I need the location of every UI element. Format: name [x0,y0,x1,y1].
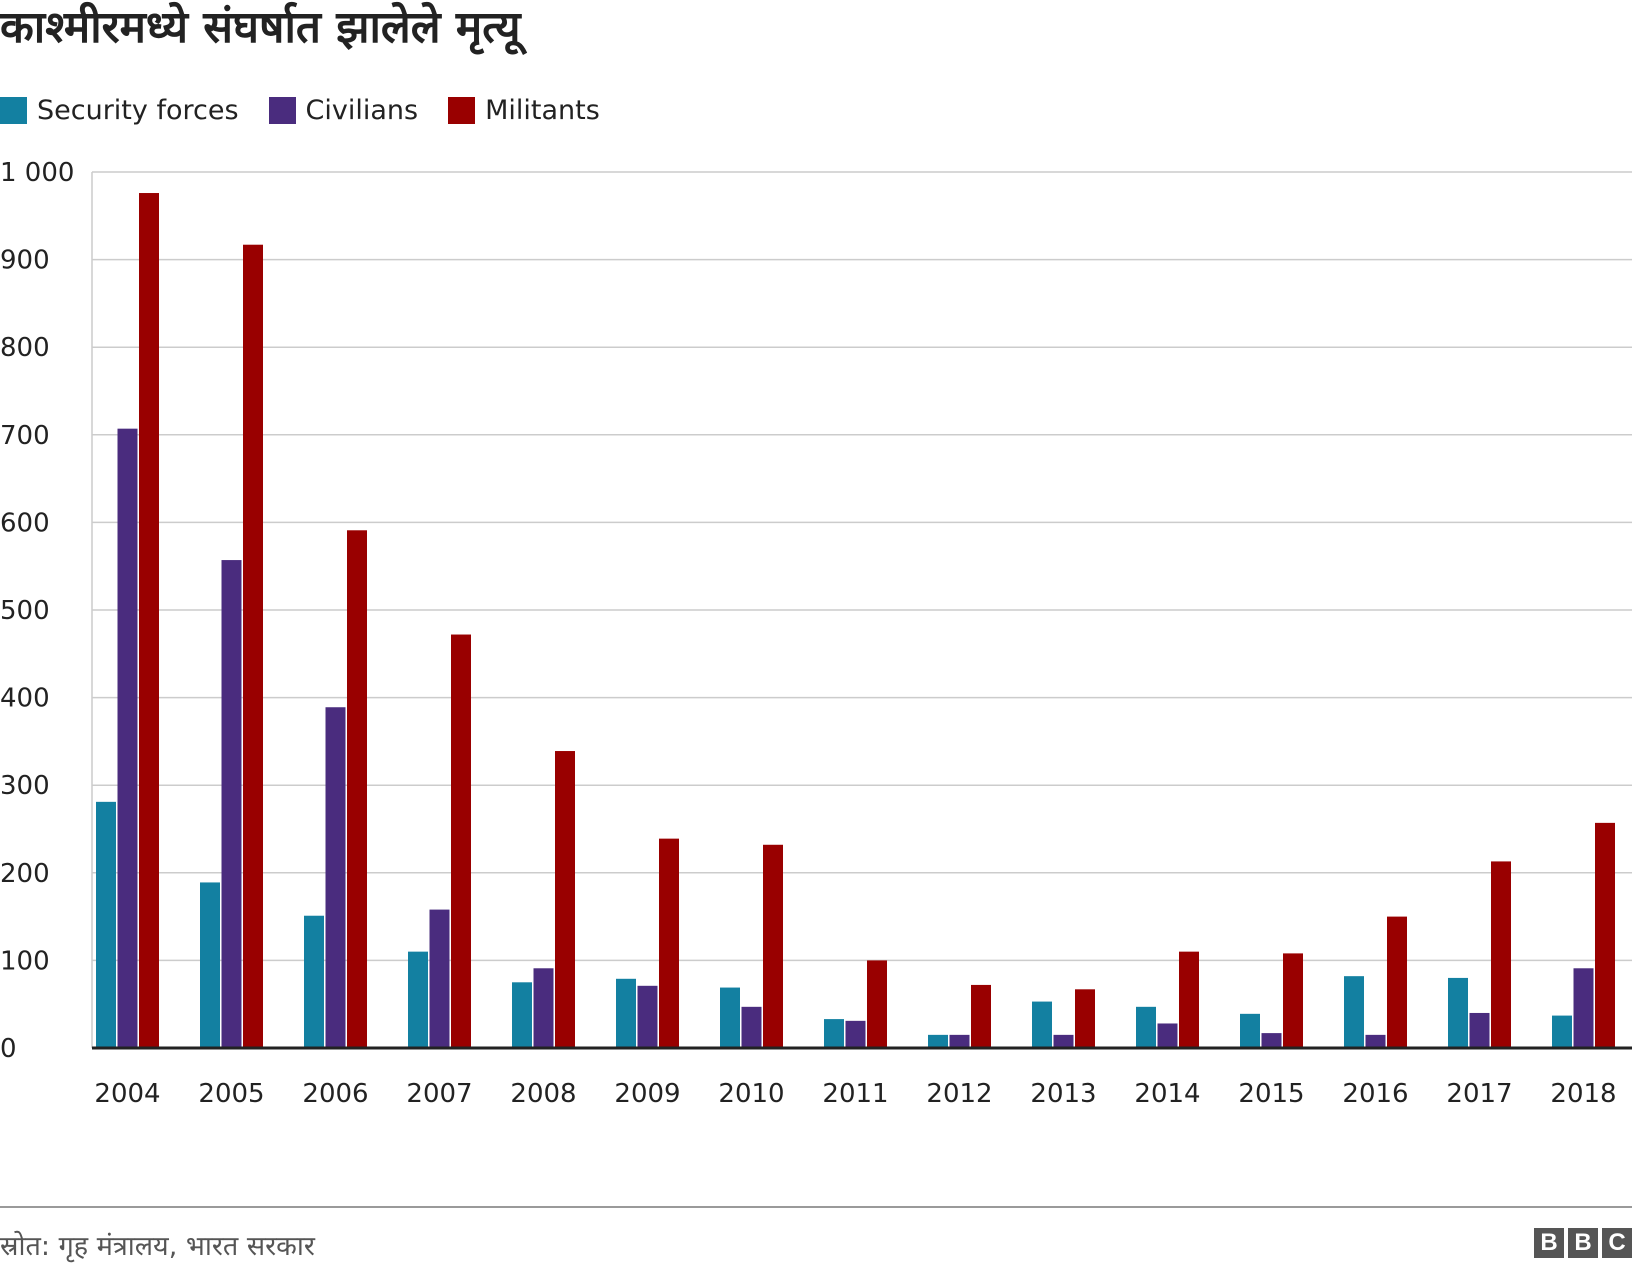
x-tick-label: 2004 [94,1079,160,1109]
bar-militants-2012[interactable] [971,984,991,1048]
bar-security-forces-2013[interactable] [1032,1001,1052,1048]
x-tick-label: 2012 [926,1079,992,1109]
bar-militants-2009[interactable] [659,838,679,1048]
y-tick-label: 0 [0,1034,17,1064]
bar-civilians-2006[interactable] [325,707,346,1048]
y-tick-label: 700 [0,421,50,451]
bar-militants-2007[interactable] [451,634,471,1048]
bar-security-forces-2011[interactable] [824,1019,844,1048]
bar-militants-2006[interactable] [347,530,367,1048]
bar-militants-2010[interactable] [763,844,783,1048]
y-tick-label: 300 [0,771,50,801]
bar-security-forces-2009[interactable] [616,978,636,1048]
bar-militants-2004[interactable] [139,193,159,1049]
legend-swatch-militants [448,96,476,124]
x-axis-ticks: 2004 2005 2006 2007 2008 2009 2010 2011 2012 2013… [94,1079,1616,1109]
legend-label-civilians: Civilians [305,94,419,126]
bar-civilians-2010[interactable] [741,1006,762,1048]
chart-title: काश्मीरमध्ये संघर्षात झालेले मृत्यू [0,2,521,53]
bar-civilians-2014[interactable] [1157,1023,1178,1048]
bar-civilians-2017[interactable] [1469,1012,1490,1048]
bar-security-forces-2012[interactable] [928,1034,948,1048]
legend-swatch-civilians [268,96,296,124]
source-note: स्रोत: गृह मंत्रालय, भारत सरकार [0,1231,315,1262]
bar-militants-2017[interactable] [1491,861,1511,1048]
bar-security-forces-2004[interactable] [96,801,116,1048]
bar-militants-2005[interactable] [243,244,263,1048]
bar-security-forces-2006[interactable] [304,915,324,1048]
legend-label-militants: Militants [485,94,600,126]
bar-security-forces-2015[interactable] [1240,1013,1260,1048]
bar-civilians-2008[interactable] [533,968,554,1048]
x-tick-label: 2008 [510,1079,576,1109]
legend-swatch-security-forces [0,96,27,124]
y-tick-label: 1 000 [0,158,74,188]
y-tick-label: 200 [0,859,50,889]
legend-label-security-forces: Security forces [37,94,239,126]
bar-security-forces-2016[interactable] [1344,976,1364,1048]
y-tick-label: 500 [0,596,50,626]
x-tick-label: 2005 [198,1079,264,1109]
bar-civilians-2013[interactable] [1053,1034,1074,1048]
legend-item-militants[interactable]: Militants [448,95,600,126]
bbc-logo-letter: B [1568,1228,1598,1258]
x-tick-label: 2013 [1030,1079,1096,1109]
bar-militants-2018[interactable] [1595,822,1615,1048]
bbc-logo-letter: B [1534,1228,1564,1258]
y-tick-label: 600 [0,508,50,538]
legend: Security forces Civilians Militants [0,90,630,130]
bar-security-forces-2014[interactable] [1136,1006,1156,1048]
y-tick-label: 800 [0,333,50,363]
bar-security-forces-2017[interactable] [1448,977,1468,1048]
bar-security-forces-2007[interactable] [408,951,428,1048]
bar-security-forces-2010[interactable] [720,987,740,1048]
x-tick-label: 2018 [1550,1079,1616,1109]
x-tick-label: 2014 [1134,1079,1200,1109]
bar-civilians-2016[interactable] [1365,1034,1386,1048]
x-tick-label: 2009 [614,1079,680,1109]
bbc-logo-letter: C [1602,1228,1632,1258]
bar-civilians-2007[interactable] [429,909,450,1048]
x-tick-label: 2010 [718,1079,784,1109]
bar-civilians-2011[interactable] [845,1020,866,1048]
x-tick-label: 2006 [302,1079,368,1109]
bar-militants-2014[interactable] [1179,951,1199,1048]
legend-item-civilians[interactable]: Civilians [268,94,419,126]
bar-civilians-2012[interactable] [949,1034,970,1048]
x-tick-label: 2007 [406,1079,472,1109]
bar-security-forces-2008[interactable] [512,982,532,1048]
bars [96,193,1615,1049]
bar-civilians-2015[interactable] [1261,1033,1282,1048]
bar-militants-2015[interactable] [1283,953,1303,1048]
x-tick-label: 2016 [1342,1079,1408,1109]
x-tick-label: 2017 [1446,1079,1512,1109]
bar-security-forces-2018[interactable] [1552,1015,1572,1048]
x-tick-label: 2015 [1238,1079,1304,1109]
bar-civilians-2018[interactable] [1573,968,1594,1048]
x-tick-label: 2011 [822,1079,888,1109]
bar-civilians-2009[interactable] [637,985,658,1048]
y-axis-ticks: 0 100 200 300 400 500 600 700 800 900 1 000 [0,158,74,1064]
bar-militants-2013[interactable] [1075,989,1095,1048]
bar-civilians-2004[interactable] [117,428,138,1049]
bbc-logo: B B C [1530,1228,1632,1258]
y-tick-label: 900 [0,246,50,276]
bar-militants-2008[interactable] [555,751,575,1048]
y-tick-label: 400 [0,684,50,714]
bar-militants-2011[interactable] [867,960,887,1048]
bar-security-forces-2005[interactable] [200,882,220,1048]
y-tick-label: 100 [0,946,50,976]
bar-militants-2016[interactable] [1387,916,1407,1048]
footer-divider [0,1206,1632,1208]
legend-item-security-forces[interactable]: Security forces [0,95,239,126]
bar-civilians-2005[interactable] [221,560,242,1048]
